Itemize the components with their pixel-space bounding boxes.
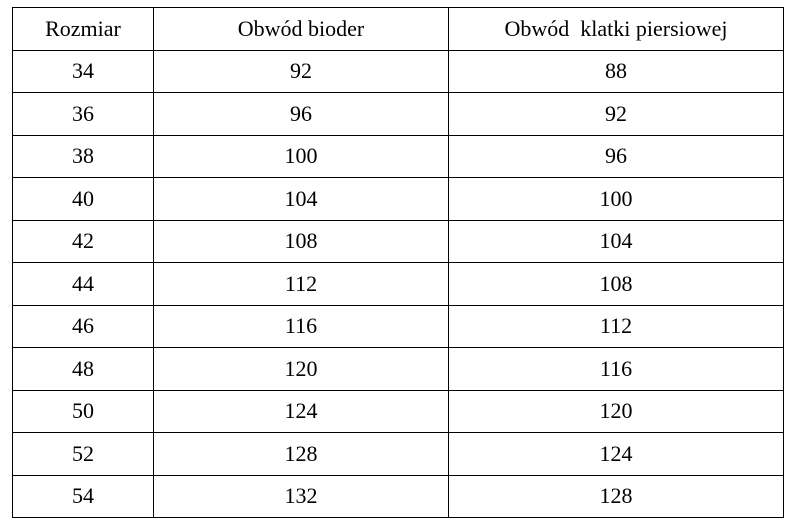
cell-hip: 132 [153, 474, 449, 518]
cell-chest: 120 [448, 389, 784, 433]
cell-size: 48 [12, 347, 154, 391]
table-row: 48 120 116 [12, 347, 784, 391]
header-hip: Obwód bioder [153, 7, 449, 51]
cell-hip: 128 [153, 432, 449, 476]
cell-hip: 116 [153, 304, 449, 348]
cell-chest: 128 [448, 474, 784, 518]
table-row: 38 100 96 [12, 134, 784, 178]
cell-size: 38 [12, 134, 154, 178]
table-row: 36 96 92 [12, 92, 784, 136]
cell-size: 36 [12, 92, 154, 136]
cell-size: 44 [12, 262, 154, 306]
cell-size: 34 [12, 49, 154, 93]
cell-chest: 92 [448, 92, 784, 136]
cell-hip: 92 [153, 49, 449, 93]
cell-chest: 96 [448, 134, 784, 178]
cell-chest: 112 [448, 304, 784, 348]
table-row: 52 128 124 [12, 432, 784, 476]
cell-size: 50 [12, 389, 154, 433]
cell-hip: 112 [153, 262, 449, 306]
cell-size: 52 [12, 432, 154, 476]
cell-chest: 124 [448, 432, 784, 476]
cell-size: 40 [12, 177, 154, 221]
header-row: Rozmiar Obwód bioder Obwód klatki piersi… [12, 7, 784, 51]
cell-size: 42 [12, 219, 154, 263]
table-row: 46 116 112 [12, 304, 784, 348]
cell-hip: 100 [153, 134, 449, 178]
cell-chest: 100 [448, 177, 784, 221]
cell-hip: 104 [153, 177, 449, 221]
table-row: 50 124 120 [12, 389, 784, 433]
header-size: Rozmiar [12, 7, 154, 51]
size-table: Rozmiar Obwód bioder Obwód klatki piersi… [12, 7, 784, 518]
cell-hip: 108 [153, 219, 449, 263]
cell-chest: 88 [448, 49, 784, 93]
cell-size: 54 [12, 474, 154, 518]
table-row: 34 92 88 [12, 49, 784, 93]
table-row: 54 132 128 [12, 474, 784, 518]
cell-chest: 104 [448, 219, 784, 263]
table-row: 44 112 108 [12, 262, 784, 306]
header-chest: Obwód klatki piersiowej [448, 7, 784, 51]
cell-chest: 116 [448, 347, 784, 391]
table-row: 40 104 100 [12, 177, 784, 221]
cell-size: 46 [12, 304, 154, 348]
table-row: 42 108 104 [12, 219, 784, 263]
cell-chest: 108 [448, 262, 784, 306]
cell-hip: 96 [153, 92, 449, 136]
cell-hip: 124 [153, 389, 449, 433]
cell-hip: 120 [153, 347, 449, 391]
